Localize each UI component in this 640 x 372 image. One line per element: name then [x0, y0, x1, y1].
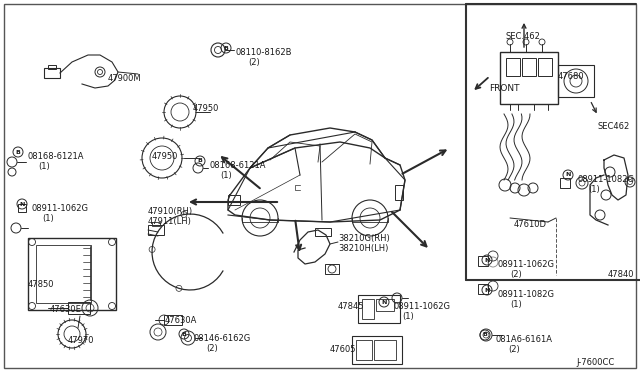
Bar	[36, 245, 91, 303]
Bar	[522, 58, 536, 76]
Bar	[18, 204, 26, 212]
Bar	[352, 336, 402, 364]
Text: 081A6-6161A: 081A6-6161A	[495, 335, 552, 344]
Text: (1): (1)	[42, 214, 54, 223]
Bar	[358, 295, 400, 323]
Text: (1): (1)	[38, 162, 50, 171]
Text: 47630E: 47630E	[50, 305, 82, 314]
Bar	[28, 238, 116, 310]
Text: 08146-6162G: 08146-6162G	[194, 334, 252, 343]
Text: N: N	[484, 257, 490, 263]
Text: 08168-6121A: 08168-6121A	[28, 152, 84, 161]
Text: B: B	[198, 158, 202, 164]
Text: 47950: 47950	[193, 104, 220, 113]
Bar	[538, 58, 552, 76]
Bar	[478, 284, 488, 294]
Text: (2): (2)	[508, 345, 520, 354]
Bar	[560, 178, 570, 188]
Text: SEC462: SEC462	[598, 122, 630, 131]
Text: 08911-1082G: 08911-1082G	[578, 175, 635, 184]
Text: N: N	[19, 202, 25, 206]
Bar	[48, 65, 56, 69]
Text: 47850: 47850	[28, 280, 54, 289]
Text: N: N	[381, 299, 387, 305]
Text: 08911-1082G: 08911-1082G	[497, 290, 554, 299]
Text: 47950: 47950	[152, 152, 179, 161]
Text: 08911-1062G: 08911-1062G	[394, 302, 451, 311]
Bar	[68, 302, 90, 314]
Text: (1): (1)	[510, 300, 522, 309]
Text: FRONT: FRONT	[489, 84, 520, 93]
Text: 47910(RH): 47910(RH)	[148, 207, 193, 216]
Text: SEC.462: SEC.462	[505, 32, 540, 41]
Bar	[164, 315, 182, 325]
Text: 47605: 47605	[330, 345, 356, 354]
Text: 08911-1062G: 08911-1062G	[32, 204, 89, 213]
Text: 38210H(LH): 38210H(LH)	[338, 244, 388, 253]
Bar	[325, 264, 339, 274]
Text: 47911(LH): 47911(LH)	[148, 217, 192, 226]
Text: J-7600CC: J-7600CC	[576, 358, 614, 367]
Text: 08168-6121A: 08168-6121A	[210, 161, 266, 170]
Text: 47630A: 47630A	[165, 316, 197, 325]
Bar	[500, 52, 558, 104]
Text: 08110-8162B: 08110-8162B	[235, 48, 291, 57]
Text: B: B	[223, 45, 228, 51]
Text: B: B	[483, 333, 488, 337]
Bar	[228, 195, 240, 205]
Bar	[356, 340, 372, 360]
Text: 47900M: 47900M	[108, 74, 141, 83]
Bar	[152, 222, 160, 226]
Bar	[44, 68, 60, 78]
Text: B: B	[182, 331, 186, 337]
Text: 47680: 47680	[558, 72, 584, 81]
Text: (1): (1)	[402, 312, 413, 321]
Text: 38210G(RH): 38210G(RH)	[338, 234, 390, 243]
Bar	[506, 58, 520, 76]
Text: (1): (1)	[220, 171, 232, 180]
Bar	[362, 299, 374, 319]
Text: B: B	[15, 150, 20, 154]
Text: (2): (2)	[510, 270, 522, 279]
Text: 47970: 47970	[68, 336, 95, 345]
Text: (1): (1)	[588, 185, 600, 194]
Text: 08911-1062G: 08911-1062G	[497, 260, 554, 269]
Bar	[478, 256, 488, 266]
Text: N: N	[565, 173, 571, 177]
Bar	[315, 228, 331, 236]
Bar	[376, 299, 394, 311]
Text: 47845: 47845	[338, 302, 365, 311]
Bar	[374, 340, 396, 360]
Text: (2): (2)	[206, 344, 218, 353]
Text: (2): (2)	[248, 58, 260, 67]
Bar	[148, 225, 164, 235]
Text: 47840: 47840	[608, 270, 634, 279]
Bar	[395, 185, 403, 200]
Text: 47610D: 47610D	[514, 220, 547, 229]
Text: N: N	[484, 288, 490, 292]
Bar	[558, 65, 594, 97]
